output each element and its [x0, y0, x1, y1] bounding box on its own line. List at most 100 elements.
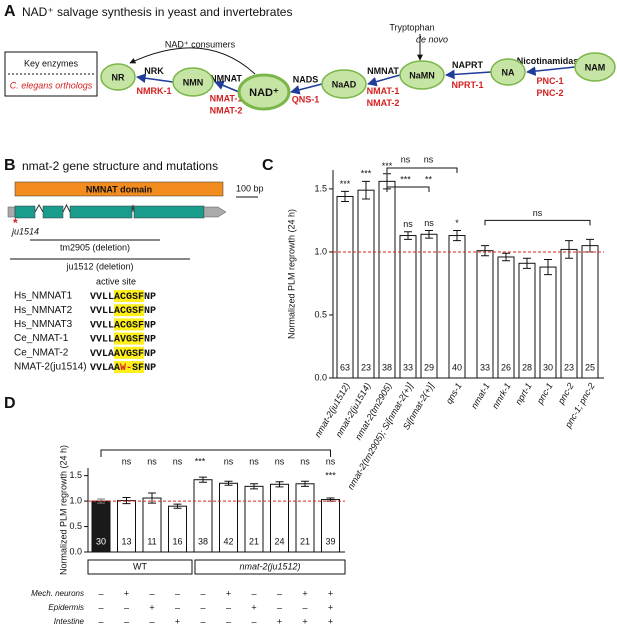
bar: [448, 235, 466, 379]
condition-mark: –: [277, 602, 282, 612]
sequence-name: Hs_NMNAT1: [14, 291, 73, 302]
significance: ns: [249, 456, 259, 466]
bar: [336, 195, 354, 379]
error-bar: [586, 238, 594, 253]
condition-mark: +: [226, 588, 231, 598]
condition-mark: –: [277, 588, 282, 598]
sample-size: 11: [147, 536, 156, 546]
enzyme-name: NMNAT: [367, 66, 399, 76]
key-orthologs: C. elegans orthologs: [10, 80, 93, 90]
condition-mark: +: [277, 616, 282, 626]
pathway-arrow: [367, 74, 401, 87]
error-bar: [502, 252, 510, 262]
bracket-label: ***: [195, 456, 206, 466]
significance: ns: [275, 456, 285, 466]
bracket: [484, 219, 591, 226]
condition-mark: –: [98, 588, 103, 598]
active-site-highlight: [132, 361, 144, 373]
panel-label: A: [4, 3, 16, 20]
x-tick-label: qns-1: [444, 381, 464, 405]
condition-mark: –: [98, 616, 103, 626]
bracket-label: ns: [401, 154, 411, 164]
x-tick-label: nmrk-1: [490, 381, 513, 410]
sequence: VVLLACGSFNP: [90, 306, 156, 317]
bracket: [386, 167, 458, 173]
sample-size: 23: [564, 362, 574, 372]
group-box: [194, 559, 346, 575]
condition-label: Intestine: [54, 617, 85, 626]
bracket: [100, 449, 331, 457]
sequence-name: Hs_NMNAT2: [14, 305, 73, 316]
condition-mark: –: [251, 616, 256, 626]
significance: ns: [173, 456, 183, 466]
condition-mark: –: [98, 602, 103, 612]
significance: ***: [382, 161, 393, 171]
sequence-segment: NP: [144, 320, 156, 331]
condition-mark: +: [328, 616, 333, 626]
condition-mark: +: [251, 602, 256, 612]
error-bar: [341, 190, 349, 203]
sample-size: 28: [522, 362, 532, 372]
metabolite-node: [100, 63, 136, 91]
error-bar: [199, 476, 207, 483]
sequence-segment: NP: [144, 334, 156, 345]
condition-label: Epidermis: [48, 603, 84, 612]
pathway-arrow: [445, 69, 492, 80]
sequence-segment: W-: [120, 363, 132, 374]
sequence-segment: ACGSF: [114, 292, 144, 303]
sequence: VVLAAW-SFNP: [90, 363, 156, 374]
condition-mark: –: [226, 602, 231, 612]
error-bar: [453, 230, 461, 242]
mutation-label: ju1514: [11, 226, 39, 236]
sequence-segment: AVGSF: [114, 334, 144, 345]
enzyme-name: NMNAT: [210, 73, 242, 83]
error-bar: [404, 231, 412, 240]
panel-label: D: [4, 395, 16, 412]
metabolite-label: NaMN: [409, 70, 435, 80]
bracket-label: **: [425, 174, 433, 184]
domain-bar: [14, 181, 224, 197]
error-bar: [173, 503, 182, 509]
error-bar: [544, 259, 552, 276]
metabolite-label: NAD⁺: [249, 87, 279, 99]
condition-mark: +: [328, 602, 333, 612]
metabolite-node: [574, 52, 616, 82]
sequence: VVLLACGSFNP: [90, 292, 156, 303]
sample-size: 25: [585, 362, 595, 372]
metabolite-label: NaAD: [332, 79, 357, 89]
error-bar: [425, 230, 433, 239]
condition-mark: +: [302, 588, 307, 598]
significance: ***: [361, 169, 372, 179]
bar: [420, 233, 438, 379]
sequence-segment: VVLA: [90, 363, 114, 374]
bracket: [386, 186, 430, 192]
sequence-segment: VVLL: [90, 334, 114, 345]
condition-mark: –: [200, 616, 205, 626]
bar: [539, 266, 557, 379]
tryptophan-label: Tryptophan: [389, 22, 434, 32]
condition-mark: –: [124, 602, 129, 612]
active-site-highlight: [114, 346, 144, 359]
bar: [399, 235, 417, 379]
key-title: Key enzymes: [24, 58, 79, 68]
utr: [203, 206, 227, 218]
error-bar: [301, 480, 309, 487]
pathway-arrow: [526, 66, 576, 76]
significance: ***: [325, 470, 336, 480]
sequence-segment: NP: [144, 363, 156, 374]
sequence-name: Hs_NMNAT3: [14, 319, 73, 330]
error-bar: [122, 497, 131, 505]
sequence: VVLAAVGSFNP: [90, 348, 156, 359]
metabolite-node: [172, 67, 214, 97]
enzyme-ortholog: QNS-1: [292, 94, 320, 104]
sample-size: 33: [403, 362, 413, 372]
enzyme-name: Nicotinamidase: [517, 56, 584, 66]
condition-mark: –: [302, 602, 307, 612]
consumer-arrow: [129, 47, 256, 75]
error-bar: [148, 492, 156, 504]
y-tick-label: 0.5: [314, 309, 327, 319]
y-tick-label: 0.5: [69, 521, 82, 531]
sample-size: 13: [121, 536, 131, 546]
bar: [497, 256, 515, 379]
